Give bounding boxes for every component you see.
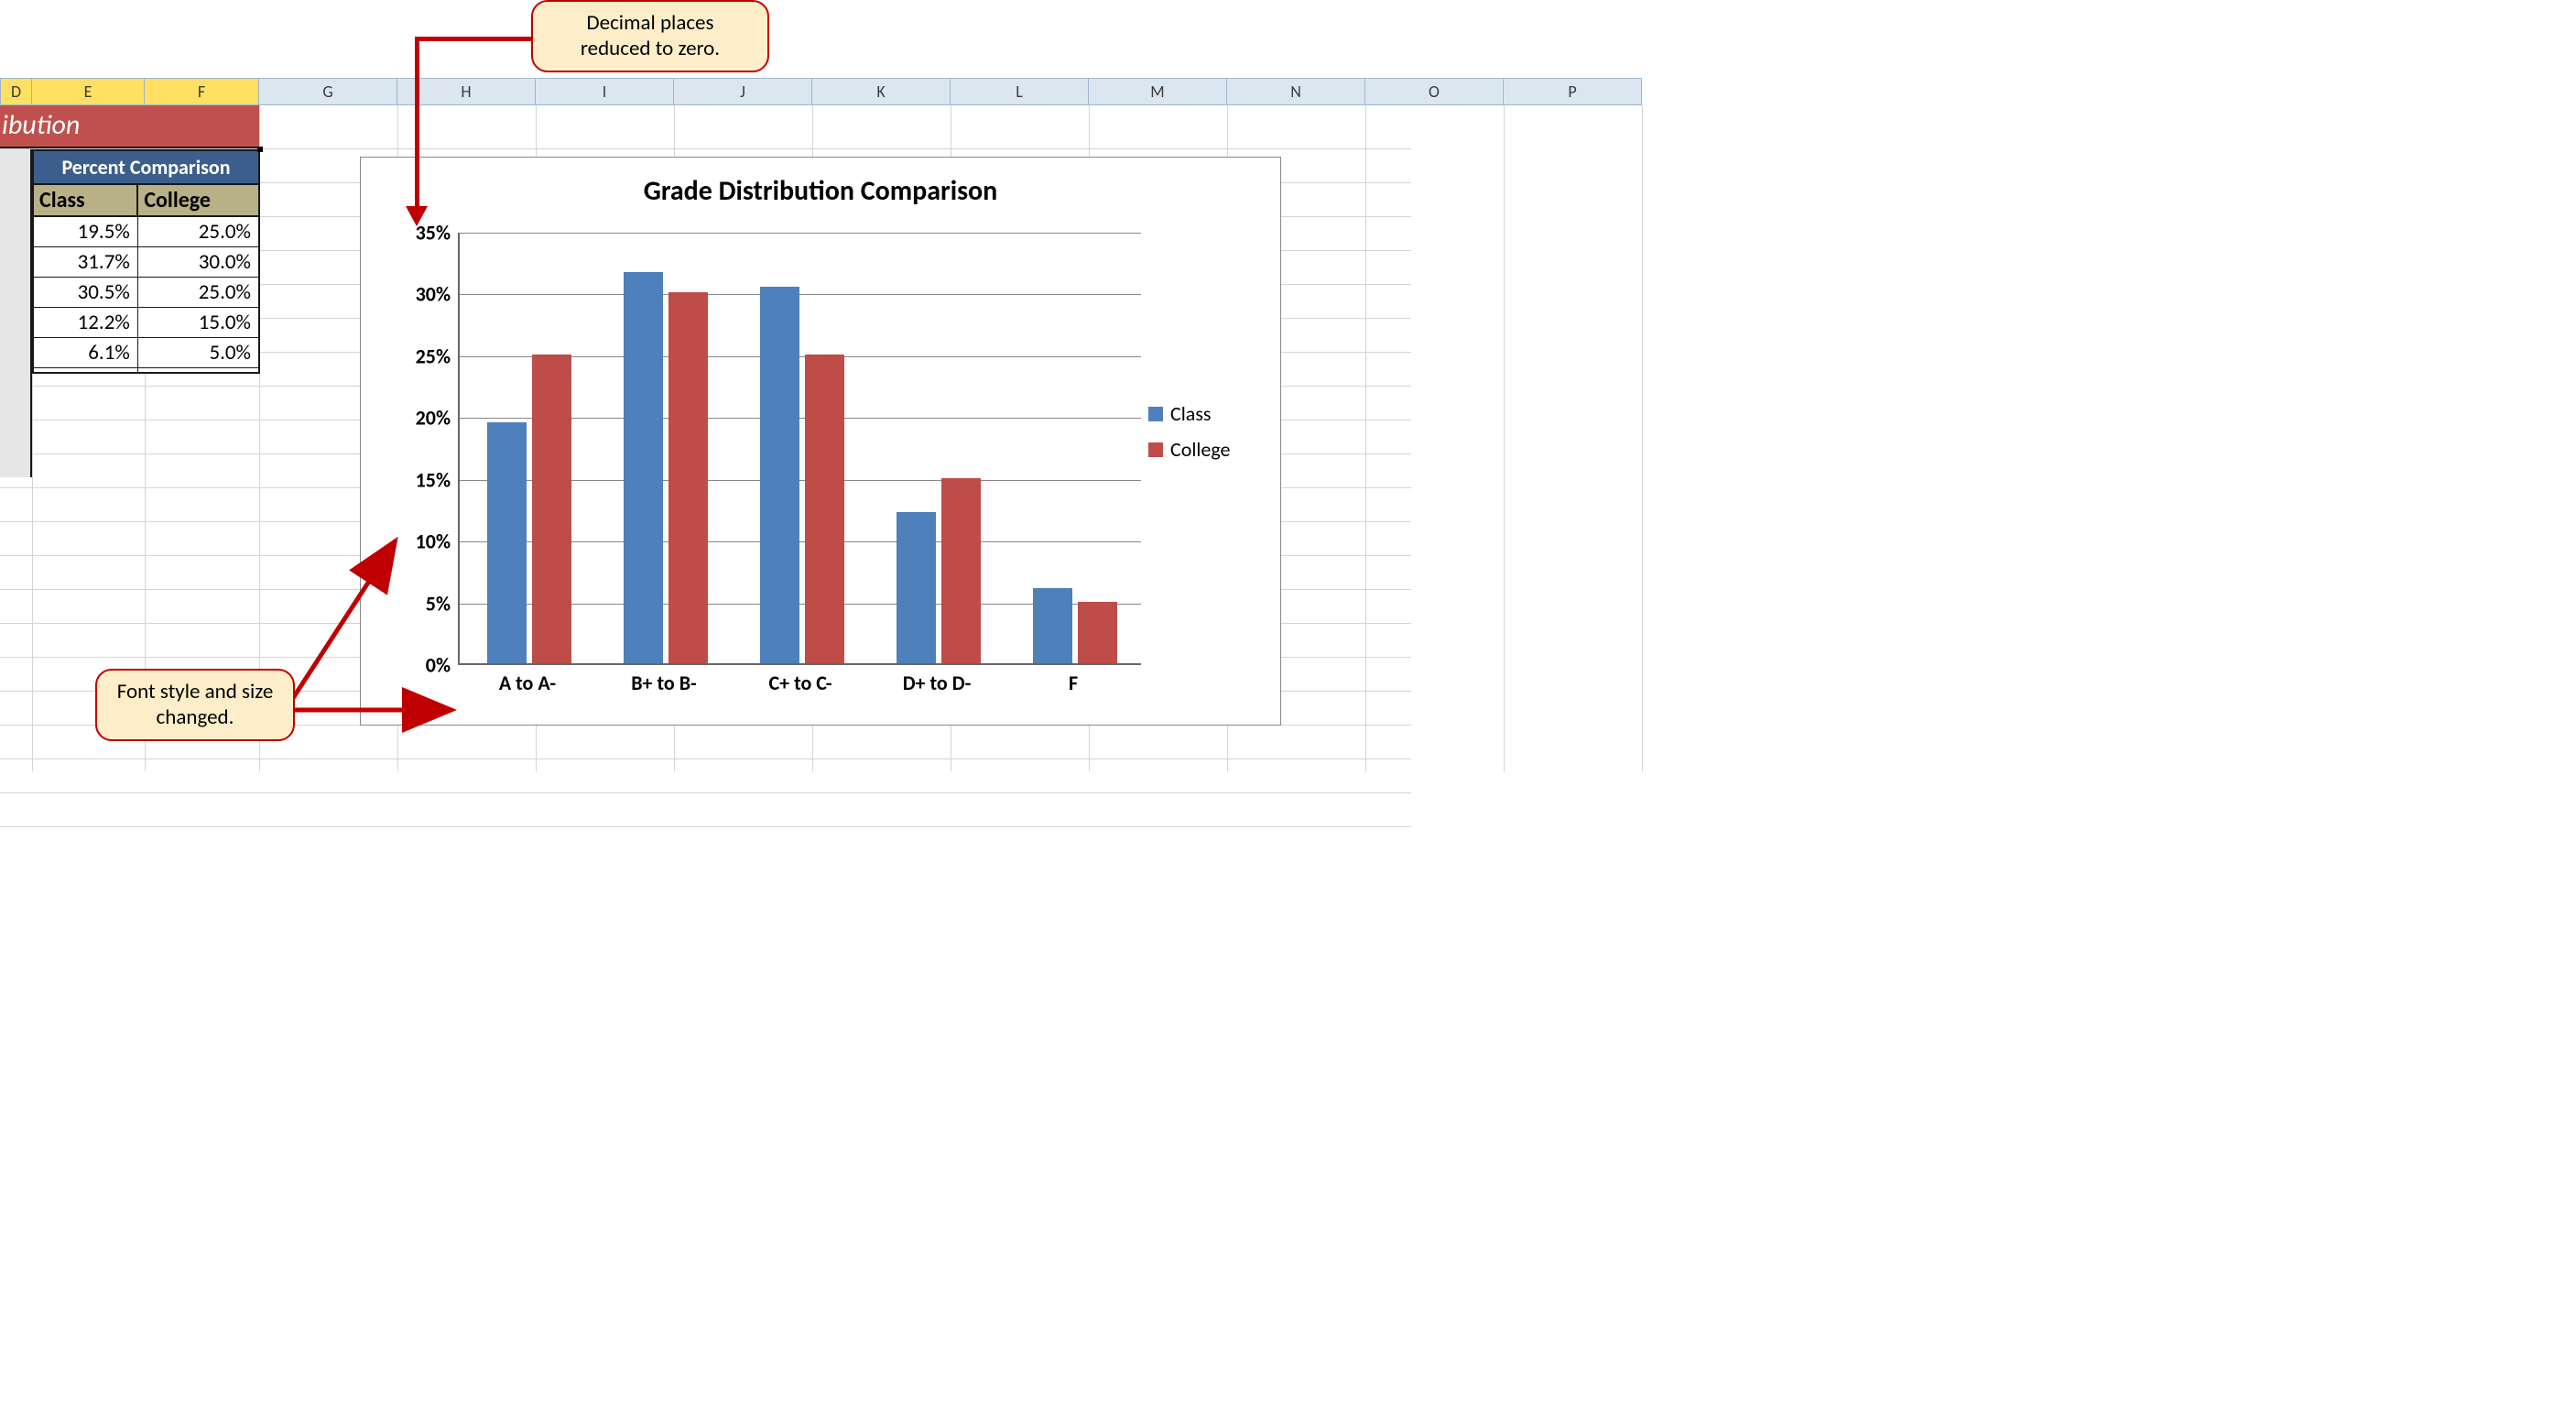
column-headers: DEFGHIJKLMNOP — [0, 78, 1642, 105]
chart-plot-area — [458, 233, 1141, 665]
y-axis-tick: 0% — [368, 653, 451, 678]
selection-handle[interactable] — [257, 147, 263, 152]
bar-class[interactable] — [897, 512, 936, 663]
arrow-line — [417, 37, 536, 41]
table-row: 30.5%25.0% — [33, 278, 259, 308]
column-header-O[interactable]: O — [1365, 78, 1504, 105]
callout-font: Font style and size changed. — [95, 669, 295, 741]
table-subhead-college: College — [137, 184, 259, 216]
y-axis-tick: 20% — [368, 406, 451, 431]
chart-legend: Class College — [1148, 390, 1267, 473]
x-axis-tick: C+ to C- — [769, 671, 832, 695]
y-axis-tick: 25% — [368, 344, 451, 368]
legend-label: College — [1170, 437, 1231, 462]
grade-distribution-chart[interactable]: Grade Distribution Comparison 0% 5% 10% 15%… — [360, 157, 1281, 726]
y-axis-tick: 30% — [368, 282, 451, 307]
table-cell[interactable]: 30.5% — [33, 278, 137, 308]
bar-college[interactable] — [941, 478, 981, 663]
x-axis-tick: B+ to B- — [631, 671, 697, 695]
bar-class[interactable] — [1033, 588, 1072, 663]
column-header-M[interactable]: M — [1089, 78, 1227, 105]
bar-college[interactable] — [532, 355, 571, 663]
table-cell[interactable]: 15.0% — [137, 308, 259, 338]
column-header-K[interactable]: K — [812, 78, 951, 105]
y-axis-tick: 15% — [368, 467, 451, 492]
bar-college[interactable] — [805, 355, 844, 663]
table-cell[interactable]: 30.0% — [137, 247, 259, 278]
row-header-fill — [0, 149, 32, 477]
table-cell[interactable] — [33, 368, 137, 374]
table-row: 31.7%30.0% — [33, 247, 259, 278]
table-cell[interactable]: 25.0% — [137, 216, 259, 247]
legend-item-college: College — [1148, 437, 1267, 462]
chart-title: Grade Distribution Comparison — [361, 158, 1280, 215]
table-cell[interactable]: 31.7% — [33, 247, 137, 278]
column-header-F[interactable]: F — [145, 78, 259, 105]
table-subhead-class: Class — [33, 184, 137, 216]
legend-swatch-icon — [1148, 442, 1163, 457]
table-row: 12.2%15.0% — [33, 308, 259, 338]
column-header-P[interactable]: P — [1504, 78, 1642, 105]
table-cell[interactable]: 25.0% — [137, 278, 259, 308]
bar-class[interactable] — [760, 287, 799, 663]
x-axis-tick: A to A- — [499, 671, 556, 695]
legend-item-class: Class — [1148, 401, 1267, 426]
spreadsheet-viewport: DEFGHIJKLMNOP ibution Percent Comparison… — [0, 0, 1411, 771]
column-header-E[interactable]: E — [32, 78, 145, 105]
legend-swatch-icon — [1148, 407, 1163, 421]
table-row — [33, 368, 259, 374]
y-axis-tick: 5% — [368, 591, 451, 616]
percent-comparison-table: Percent Comparison Class College 19.5%25… — [32, 149, 260, 374]
y-axis-tick: 10% — [368, 529, 451, 554]
bar-class[interactable] — [487, 422, 527, 663]
arrow-line — [415, 37, 419, 211]
arrow-head-down-icon — [406, 206, 428, 226]
sheet-title-bar: ibution — [0, 105, 259, 148]
table-cell[interactable] — [137, 368, 259, 374]
table-cell[interactable]: 6.1% — [33, 338, 137, 368]
x-axis-tick: D+ to D- — [903, 671, 972, 695]
table-cell[interactable]: 12.2% — [33, 308, 137, 338]
column-header-G[interactable]: G — [259, 78, 397, 105]
legend-label: Class — [1170, 401, 1212, 426]
column-header-I[interactable]: I — [536, 78, 674, 105]
column-header-L[interactable]: L — [951, 78, 1089, 105]
column-header-N[interactable]: N — [1227, 78, 1365, 105]
table-row: 6.1%5.0% — [33, 338, 259, 368]
bar-college[interactable] — [668, 292, 708, 663]
table-cell[interactable]: 19.5% — [33, 216, 137, 247]
table-row: 19.5%25.0% — [33, 216, 259, 247]
table-header: Percent Comparison — [33, 150, 259, 184]
table-cell[interactable]: 5.0% — [137, 338, 259, 368]
callout-decimal: Decimal places reduced to zero. — [531, 0, 769, 72]
x-axis-tick: F — [1069, 671, 1078, 695]
column-header-D[interactable]: D — [0, 78, 32, 105]
bar-class[interactable] — [624, 272, 663, 663]
bar-college[interactable] — [1078, 602, 1117, 663]
column-header-J[interactable]: J — [674, 78, 812, 105]
